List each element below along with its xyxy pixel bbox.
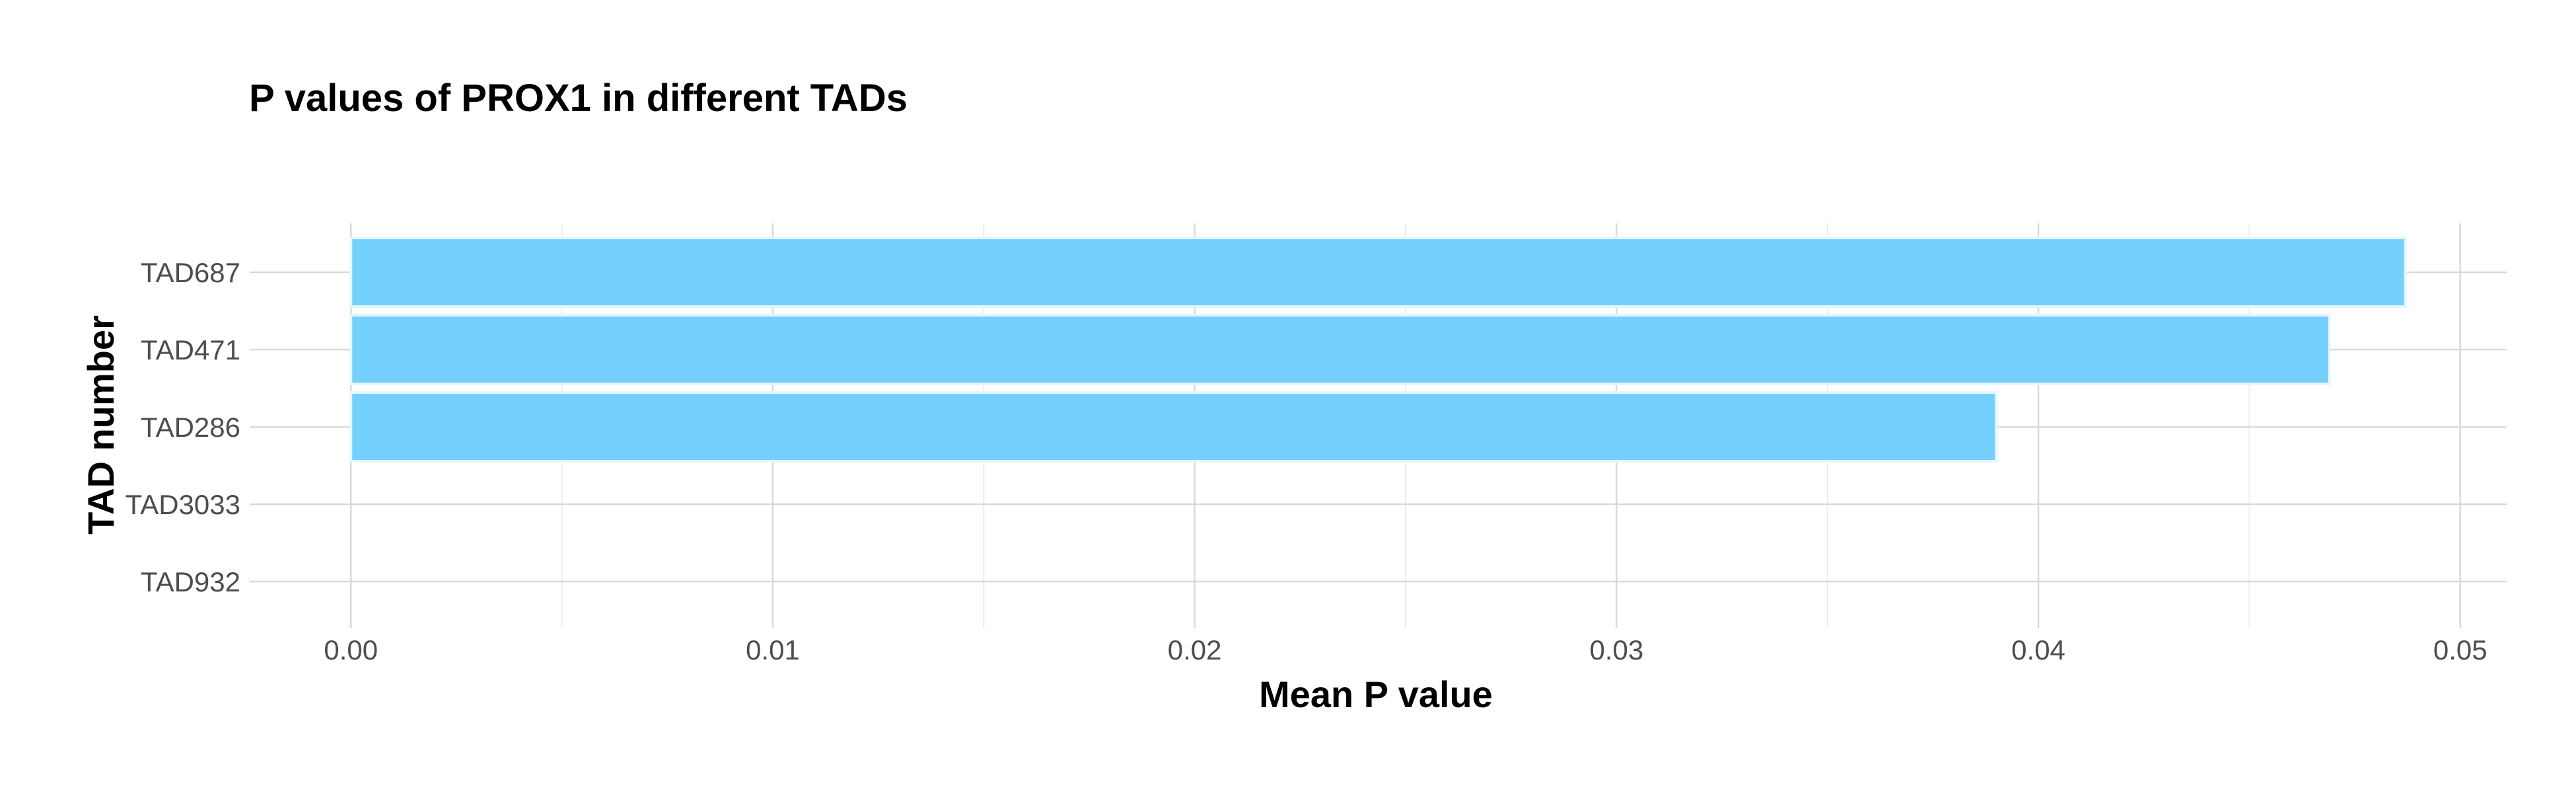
x-tick-labels: 0.00 0.01 0.02 0.03 0.04 0.05: [324, 634, 2487, 665]
x-tick-label: 0.02: [1168, 634, 1222, 665]
y-tick-labels: TAD687 TAD471 TAD286 TAD3033 TAD932: [125, 257, 240, 597]
x-axis-title: Mean P value: [1259, 673, 1493, 715]
x-tick-label: 0.05: [2433, 634, 2487, 665]
y-tick-label: TAD471: [141, 334, 240, 365]
bar-tad471: [349, 314, 2331, 385]
x-tick-label: 0.04: [2011, 634, 2065, 665]
y-tick-label: TAD3033: [125, 489, 240, 520]
bar-tad286: [349, 391, 1998, 463]
y-axis-title: TAD number: [80, 315, 122, 535]
y-tick-label: TAD286: [141, 412, 240, 443]
y-tick-label: TAD687: [141, 257, 240, 288]
bar-tad687: [349, 237, 2407, 308]
chart-title: P values of PROX1 in different TADs: [249, 77, 908, 120]
x-tick-label: 0.01: [746, 634, 800, 665]
x-tick-label: 0.00: [324, 634, 378, 665]
y-tick-label: TAD932: [141, 566, 240, 597]
x-tick-label: 0.03: [1589, 634, 1643, 665]
bars: [349, 237, 2407, 463]
